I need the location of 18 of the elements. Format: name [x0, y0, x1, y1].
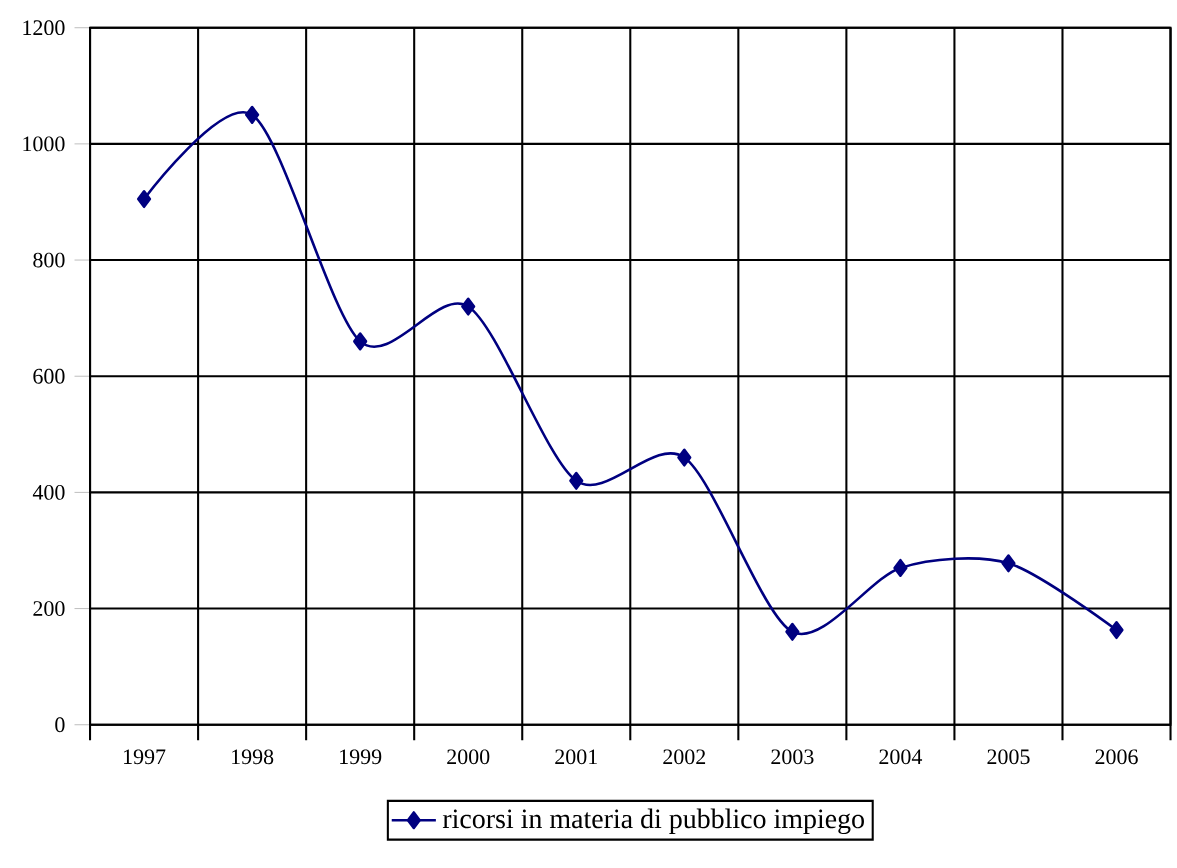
x-tick-label: 2000	[447, 749, 490, 765]
x-tick-label: 2006	[1095, 749, 1138, 765]
x-tick-label: 1999	[340, 749, 382, 765]
x-tick-label: 2001	[555, 749, 597, 765]
x-tick-label: 2002	[663, 749, 706, 765]
legend-label: ricorsi in materia di pubblico impiego	[442, 808, 864, 835]
x-tick-label: 1997	[124, 749, 166, 765]
y-tick-label: 1000	[23, 136, 65, 152]
y-tick-label: 1200	[23, 20, 65, 36]
y-tick-label: 200	[33, 601, 65, 616]
x-tick-label: 1998	[232, 749, 274, 765]
x-tick-label: 2003	[771, 749, 814, 765]
x-tick-label: 2005	[987, 749, 1030, 765]
y-tick-label: 600	[33, 368, 65, 384]
y-tick-label: 800	[33, 252, 65, 268]
x-tick-label: 2004	[879, 749, 923, 765]
y-tick-label: 0	[55, 717, 65, 733]
y-tick-label: 400	[32, 485, 65, 500]
